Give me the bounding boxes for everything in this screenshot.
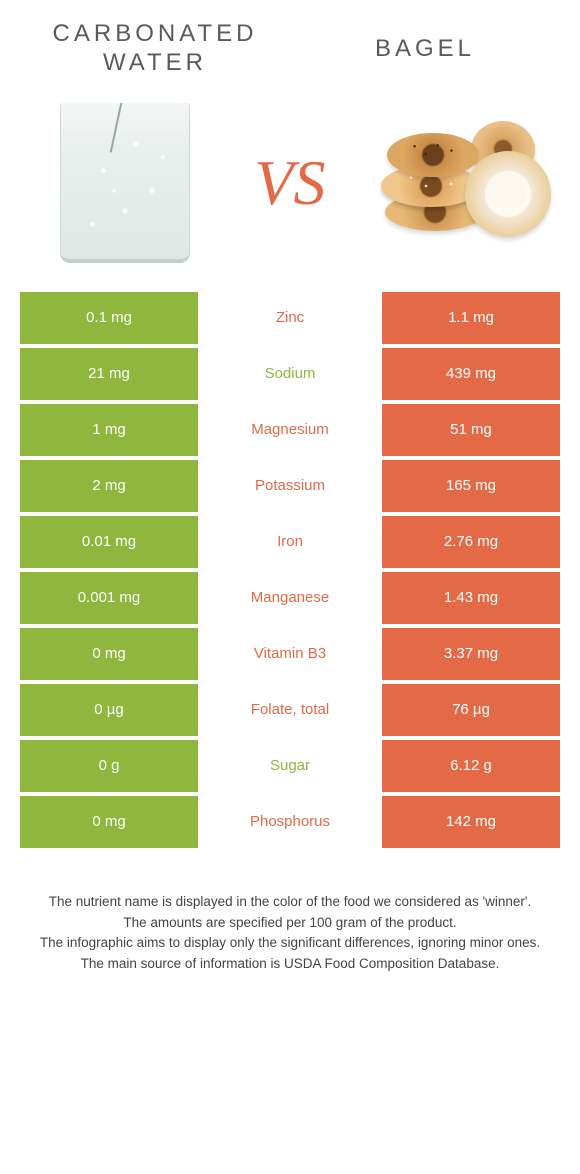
table-row: 0.01 mgIron2.76 mg: [20, 516, 560, 568]
table-row: 0 gSugar6.12 g: [20, 740, 560, 792]
nutrient-table: 0.1 mgZinc1.1 mg21 mgSodium439 mg1 mgMag…: [20, 292, 560, 848]
left-value-cell: 0.01 mg: [20, 516, 198, 568]
footer-notes: The nutrient name is displayed in the co…: [20, 892, 560, 976]
footer-line: The nutrient name is displayed in the co…: [24, 892, 556, 913]
right-value-cell: 3.37 mg: [382, 628, 560, 680]
nutrient-name-cell: Zinc: [198, 292, 382, 344]
table-row: 2 mgPotassium165 mg: [20, 460, 560, 512]
table-row: 1 mgMagnesium51 mg: [20, 404, 560, 456]
right-food-title: BAGEL: [290, 35, 560, 63]
table-row: 21 mgSodium439 mg: [20, 348, 560, 400]
table-row: 0 mgVitamin B33.37 mg: [20, 628, 560, 680]
nutrient-name-cell: Vitamin B3: [198, 628, 382, 680]
left-value-cell: 1 mg: [20, 404, 198, 456]
images-row: VS: [20, 98, 560, 268]
nutrient-name-cell: Folate, total: [198, 684, 382, 736]
footer-line: The amounts are specified per 100 gram o…: [24, 913, 556, 934]
nutrient-name-cell: Iron: [198, 516, 382, 568]
right-value-cell: 142 mg: [382, 796, 560, 848]
left-value-cell: 0 µg: [20, 684, 198, 736]
table-row: 0 µgFolate, total76 µg: [20, 684, 560, 736]
vs-label: VS: [230, 146, 350, 220]
left-food-title: CARBONATED WATER: [20, 20, 290, 78]
right-value-cell: 165 mg: [382, 460, 560, 512]
right-value-cell: 1.43 mg: [382, 572, 560, 624]
titles-row: CARBONATED WATER BAGEL: [20, 20, 560, 78]
nutrient-name-cell: Magnesium: [198, 404, 382, 456]
right-food-image: [360, 98, 550, 268]
left-food-image: [30, 98, 220, 268]
left-value-cell: 0.1 mg: [20, 292, 198, 344]
table-row: 0 mgPhosphorus142 mg: [20, 796, 560, 848]
left-title-line2: WATER: [20, 49, 290, 78]
left-value-cell: 0 mg: [20, 628, 198, 680]
right-value-cell: 76 µg: [382, 684, 560, 736]
nutrient-name-cell: Manganese: [198, 572, 382, 624]
table-row: 0.001 mgManganese1.43 mg: [20, 572, 560, 624]
right-value-cell: 439 mg: [382, 348, 560, 400]
left-value-cell: 0 mg: [20, 796, 198, 848]
left-title-line1: CARBONATED: [20, 20, 290, 49]
left-value-cell: 0.001 mg: [20, 572, 198, 624]
nutrient-name-cell: Phosphorus: [198, 796, 382, 848]
left-value-cell: 21 mg: [20, 348, 198, 400]
right-value-cell: 1.1 mg: [382, 292, 560, 344]
nutrient-name-cell: Sodium: [198, 348, 382, 400]
right-value-cell: 6.12 g: [382, 740, 560, 792]
footer-line: The main source of information is USDA F…: [24, 954, 556, 975]
right-value-cell: 2.76 mg: [382, 516, 560, 568]
comparison-infographic: CARBONATED WATER BAGEL VS 0.1 mgZinc1.1 …: [0, 0, 580, 985]
nutrient-name-cell: Potassium: [198, 460, 382, 512]
right-value-cell: 51 mg: [382, 404, 560, 456]
left-value-cell: 0 g: [20, 740, 198, 792]
footer-line: The infographic aims to display only the…: [24, 933, 556, 954]
bagel-icon: [365, 103, 545, 263]
carbonated-water-icon: [60, 103, 190, 263]
left-value-cell: 2 mg: [20, 460, 198, 512]
table-row: 0.1 mgZinc1.1 mg: [20, 292, 560, 344]
nutrient-name-cell: Sugar: [198, 740, 382, 792]
